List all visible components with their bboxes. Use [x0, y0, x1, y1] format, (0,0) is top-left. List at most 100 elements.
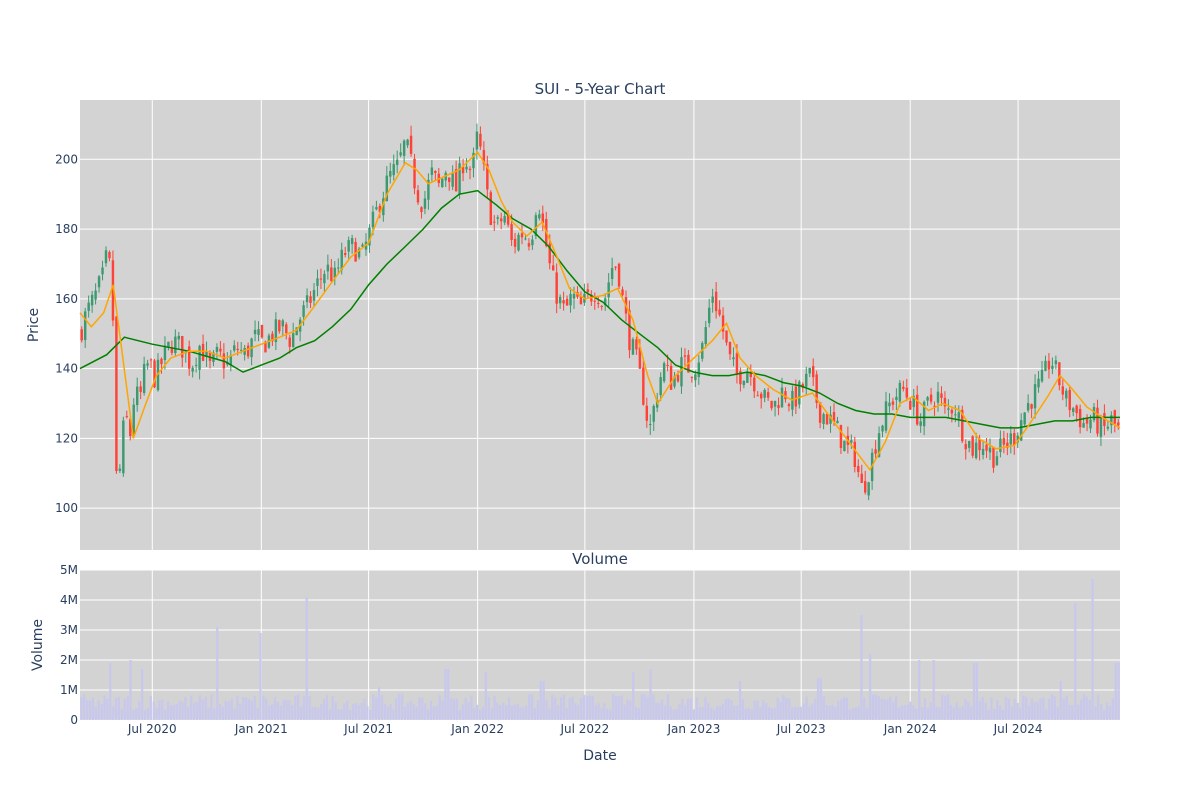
volume-bar: [733, 705, 736, 720]
x-tick-label: Jul 2021: [343, 722, 393, 736]
candle-body: [888, 402, 891, 407]
candle-body: [967, 441, 971, 448]
volume-bar: [912, 705, 915, 720]
candle-body: [215, 346, 219, 352]
volume-bar: [253, 695, 256, 720]
candle-body: [874, 449, 877, 454]
candle-body: [285, 324, 288, 334]
volume-bar: [424, 703, 427, 720]
volume-bar: [920, 707, 924, 720]
candle-body: [867, 482, 870, 496]
volume-bar: [166, 701, 170, 720]
candle-body: [947, 408, 950, 410]
volume-bar: [998, 705, 1002, 720]
candle-body: [735, 353, 739, 374]
volume-bar: [516, 703, 519, 720]
candle-body: [943, 397, 947, 407]
candle-body: [725, 330, 728, 343]
candle-body: [87, 302, 90, 311]
candle-body: [1117, 422, 1120, 426]
candle-body: [621, 289, 624, 296]
volume-bar: [698, 706, 701, 720]
candle-body: [330, 267, 333, 281]
candle-body: [291, 333, 295, 348]
candle-body: [125, 416, 129, 418]
candle-body: [260, 325, 264, 338]
volume-bar: [658, 702, 661, 720]
volume-bar: [585, 696, 589, 720]
volume-bar: [793, 706, 797, 720]
volume-bar: [958, 707, 961, 720]
volume-bar: [949, 704, 953, 720]
price-y-tick-label: 160: [55, 292, 78, 306]
candle-body: [475, 131, 479, 150]
volume-bar: [331, 696, 334, 720]
x-tick-label: Jan 2024: [883, 722, 937, 736]
volume-bar: [663, 705, 667, 720]
volume-bar: [513, 704, 516, 720]
volume-bar: [340, 709, 343, 720]
candle-body: [707, 307, 711, 324]
candle-body: [1013, 433, 1016, 445]
volume-bar: [1022, 695, 1025, 720]
volume-bar: [747, 708, 750, 720]
volume-bar: [155, 707, 158, 720]
volume-bar: [724, 699, 727, 720]
volume-bar: [744, 708, 748, 720]
volume-bar: [221, 706, 225, 720]
candle-body: [603, 298, 607, 306]
candle-body: [309, 296, 312, 303]
candle-body: [1068, 389, 1071, 411]
volume-bar: [435, 705, 438, 720]
candle-body: [739, 371, 742, 385]
candle-body: [534, 215, 538, 236]
candle-body: [683, 355, 687, 357]
volume-bar: [707, 702, 710, 720]
candle-body: [607, 282, 610, 298]
candle-body: [333, 267, 337, 278]
volume-bar: [545, 700, 548, 720]
candle-body: [264, 341, 267, 353]
candle-body: [850, 440, 853, 443]
candle-body: [430, 167, 434, 175]
candle-body: [732, 357, 735, 360]
volume-bar: [666, 694, 670, 720]
price-y-ticks: 100 120 140 160 180 200: [55, 152, 78, 515]
volume-bar: [181, 701, 184, 720]
volume-bar: [496, 702, 499, 720]
volume-bar: [738, 681, 742, 720]
volume-bar: [522, 706, 525, 720]
volume-bar: [473, 707, 476, 720]
volume-bar: [458, 710, 462, 720]
volume-bar: [634, 706, 638, 720]
candle-body: [884, 401, 888, 431]
volume-bar: [770, 708, 774, 720]
candle-body: [742, 380, 746, 386]
volume-bar: [689, 698, 693, 720]
candle-body: [451, 173, 454, 187]
volume-bar: [169, 705, 173, 720]
candle-body: [728, 341, 732, 355]
volume-bar: [655, 702, 658, 720]
candle-body: [551, 265, 555, 271]
volume-bar: [112, 706, 115, 720]
candle-body: [1085, 418, 1089, 424]
volume-bar: [268, 705, 271, 720]
x-tick-label: Jan 2023: [666, 722, 720, 736]
candle-body: [770, 400, 773, 409]
candle-body: [753, 377, 756, 392]
volume-bar: [132, 709, 135, 720]
volume-y-tick-label: 3M: [60, 623, 78, 637]
candle-body: [898, 382, 902, 402]
volume-bar: [184, 696, 187, 720]
volume-bar: [1065, 695, 1068, 720]
candle-body: [1106, 426, 1110, 429]
volume-bar: [834, 706, 837, 720]
candle-body: [839, 425, 843, 448]
volume-bar: [892, 702, 895, 720]
volume-bar: [452, 699, 456, 720]
volume-bar: [285, 700, 288, 720]
volume-bar: [250, 700, 254, 720]
volume-bar: [438, 695, 441, 720]
volume-bar: [164, 709, 167, 720]
